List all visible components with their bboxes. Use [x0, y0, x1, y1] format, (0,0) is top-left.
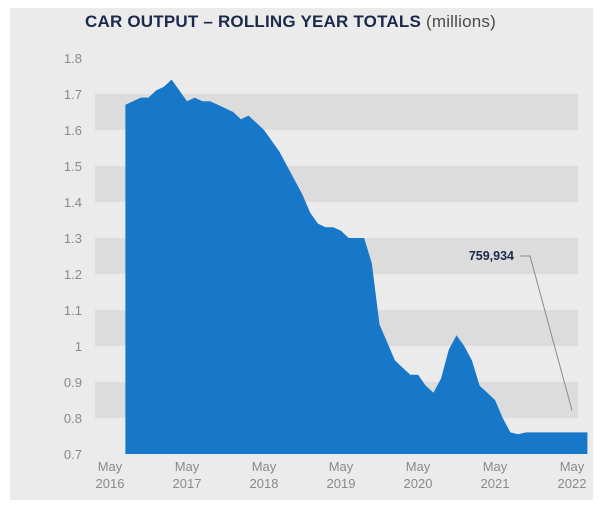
- annotation-label: 759,934: [469, 249, 514, 263]
- chart-title-unit: (millions): [425, 12, 496, 31]
- y-tick-label: 1.6: [64, 123, 82, 138]
- x-tick-label: 2019: [327, 476, 356, 491]
- x-tick-label: 2018: [250, 476, 279, 491]
- x-tick-label: 2020: [404, 476, 433, 491]
- y-tick-label: 1.2: [64, 267, 82, 282]
- y-tick-label: 1.5: [64, 159, 82, 174]
- y-tick-label: 0.8: [64, 411, 82, 426]
- x-tick-label: 2017: [173, 476, 202, 491]
- y-tick-label: 0.7: [64, 447, 82, 462]
- x-tick-label: May: [560, 459, 585, 474]
- x-tick-label: 2016: [96, 476, 125, 491]
- chart-title: CAR OUTPUT – ROLLING YEAR TOTALS (millio…: [85, 12, 496, 32]
- chart-title-text: CAR OUTPUT – ROLLING YEAR TOTALS: [85, 12, 422, 31]
- x-tick-label: May: [483, 459, 508, 474]
- y-tick-label: 1: [75, 339, 82, 354]
- series-area: [125, 79, 588, 454]
- x-tick-label: May: [175, 459, 200, 474]
- y-tick-label: 1.3: [64, 231, 82, 246]
- x-tick-label: May: [329, 459, 354, 474]
- x-tick-label: May: [406, 459, 431, 474]
- annotation-leader: [520, 255, 573, 411]
- y-tick-label: 1.1: [64, 303, 82, 318]
- y-tick-label: 0.9: [64, 375, 82, 390]
- y-tick-label: 1.4: [64, 195, 82, 210]
- x-tick-label: May: [98, 459, 123, 474]
- x-tick-label: May: [252, 459, 277, 474]
- y-tick-label: 1.8: [64, 51, 82, 66]
- x-tick-label: 2021: [481, 476, 510, 491]
- x-tick-label: 2022: [558, 476, 587, 491]
- y-tick-label: 1.7: [64, 87, 82, 102]
